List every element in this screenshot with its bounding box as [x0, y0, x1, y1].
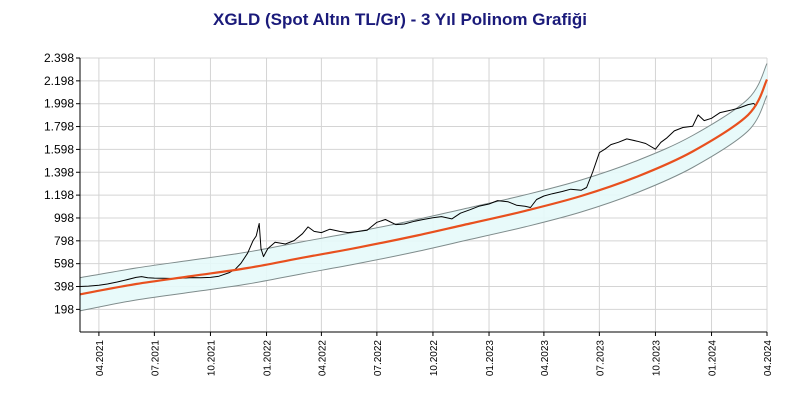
price-line	[79, 103, 757, 287]
x-tick-label: 01.2022	[263, 340, 274, 377]
y-tick-label: 2.198	[44, 74, 74, 88]
x-tick-label: 10.2022	[429, 340, 440, 377]
y-tick-label: 398	[54, 280, 74, 294]
y-tick-label: 1.798	[44, 120, 74, 134]
upper-band-line	[79, 63, 768, 279]
band-layer	[80, 63, 767, 311]
x-tick-label: 01.2023	[485, 340, 496, 377]
chart-title: XGLD (Spot Altın TL/Gr) - 3 Yıl Polinom …	[213, 10, 587, 29]
x-tick-label: 07.2023	[595, 340, 606, 377]
x-tick-label: 04.2023	[540, 340, 551, 377]
y-tick-label: 1.598	[44, 142, 74, 156]
series-layer	[79, 63, 768, 312]
y-tick-label: 1.398	[44, 165, 74, 179]
axis-layer: 198 398 598 798 998 1.198 1.398 1.598 1.798 1.998…	[44, 51, 774, 376]
y-tick-label: 1.998	[44, 97, 74, 111]
x-tick-label: 07.2021	[150, 340, 161, 377]
x-tick-label: 10.2021	[206, 340, 217, 377]
y-tick-label: 598	[54, 257, 74, 271]
y-tick-label: 998	[54, 211, 74, 225]
channel-band-fill	[80, 63, 767, 311]
lower-band-line	[79, 95, 768, 312]
y-tick-label: 1.198	[44, 188, 74, 202]
x-tick-label: 07.2022	[373, 340, 384, 377]
y-tick-label: 798	[54, 234, 74, 248]
trend-line	[79, 78, 768, 296]
y-tick-label: 198	[54, 302, 74, 316]
x-tick-label: 10.2023	[651, 340, 662, 377]
x-tick-label: 04.2024	[763, 340, 774, 377]
x-tick-label: 04.2021	[95, 340, 106, 377]
y-tick-label: 2.398	[44, 51, 74, 65]
x-tick-label: 04.2022	[317, 340, 328, 377]
x-tick-label: 01.2024	[708, 340, 719, 377]
